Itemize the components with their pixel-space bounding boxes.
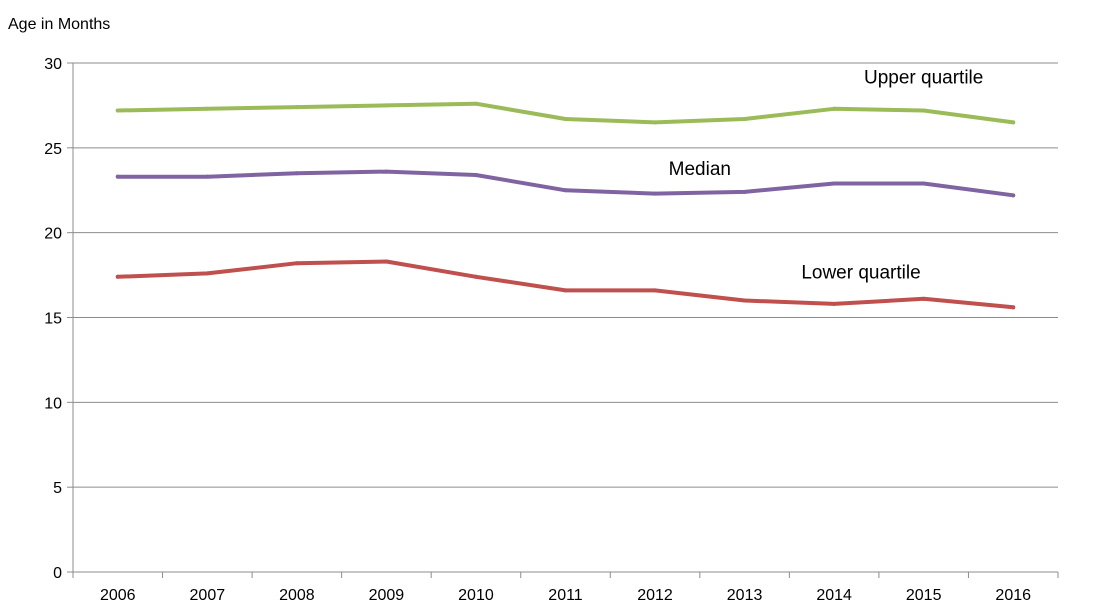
x-tick-label: 2013 <box>727 587 763 604</box>
data-point <box>384 103 389 108</box>
x-tick-label: 2009 <box>369 587 405 604</box>
data-point <box>115 108 120 113</box>
data-point <box>205 271 210 276</box>
series-label: Lower quartile <box>801 262 920 283</box>
x-tick-label: 2006 <box>100 587 136 604</box>
data-point <box>384 259 389 264</box>
series-label: Median <box>669 159 731 180</box>
data-point <box>384 169 389 174</box>
x-tick-label: 2012 <box>637 587 673 604</box>
data-point <box>653 288 658 293</box>
data-point <box>115 174 120 179</box>
gridlines <box>73 62 1058 488</box>
y-tick-label: 25 <box>44 141 62 158</box>
data-point <box>205 106 210 111</box>
y-tick-label: 10 <box>44 395 62 412</box>
data-point <box>563 288 568 293</box>
data-point <box>653 191 658 196</box>
data-point <box>832 106 837 111</box>
series-label: Upper quartile <box>864 68 983 89</box>
y-tick-label: 15 <box>44 311 62 328</box>
data-point <box>563 116 568 121</box>
data-point <box>1011 120 1016 125</box>
data-point <box>921 108 926 113</box>
y-tick-label: 5 <box>53 480 62 497</box>
x-tick-label: 2016 <box>995 587 1031 604</box>
x-tick-label: 2011 <box>548 587 583 604</box>
data-point <box>294 171 299 176</box>
data-point <box>563 188 568 193</box>
data-point <box>742 298 747 303</box>
y-tick-label: 20 <box>44 226 62 243</box>
data-point <box>205 174 210 179</box>
data-point <box>742 116 747 121</box>
y-tick-label: 0 <box>53 565 62 582</box>
y-axis-label: Age in Months <box>8 16 110 33</box>
data-point <box>473 274 478 279</box>
data-point <box>832 181 837 186</box>
axes: 0 5 10 15 20 25 30 2006 2007 2008 2009 2010 2011 2012… <box>44 56 1059 604</box>
data-point <box>653 120 658 125</box>
series-lines <box>115 101 1016 310</box>
data-point <box>921 181 926 186</box>
data-point <box>742 189 747 194</box>
x-tick-label: 2008 <box>279 587 315 604</box>
data-point <box>294 261 299 266</box>
data-point <box>921 296 926 301</box>
data-point <box>294 105 299 110</box>
x-tick-label: 2010 <box>458 587 494 604</box>
y-tick-label: 30 <box>44 56 62 73</box>
data-point <box>473 101 478 106</box>
data-point <box>1011 305 1016 310</box>
data-point <box>115 274 120 279</box>
data-point <box>473 172 478 177</box>
x-tick-label: 2014 <box>816 587 852 604</box>
data-point <box>1011 193 1016 198</box>
x-tick-label: 2007 <box>190 587 226 604</box>
x-tick-label: 2015 <box>906 587 942 604</box>
data-point <box>832 301 837 306</box>
series-labels: Upper quartile Median Lower quartile <box>669 68 984 284</box>
